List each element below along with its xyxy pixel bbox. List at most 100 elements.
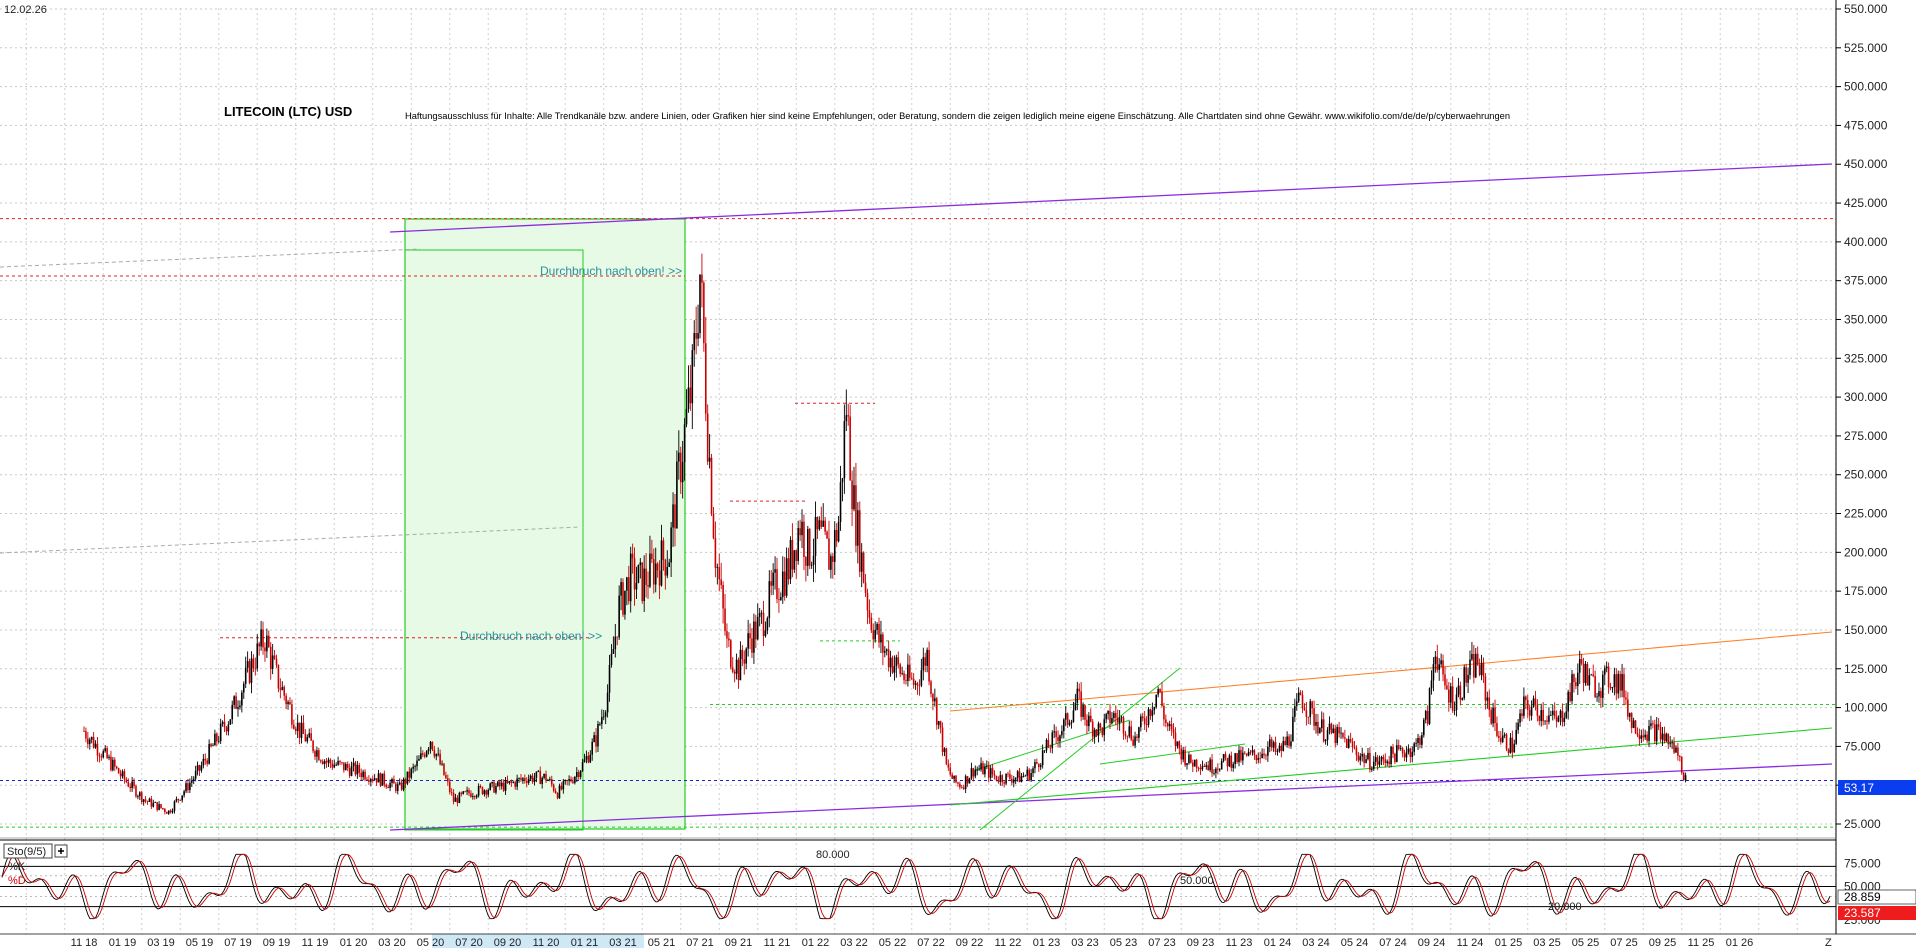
price-candle [589, 754, 592, 763]
y-tick-label: 500.000 [1844, 80, 1888, 94]
y-tick-label: 175.000 [1844, 584, 1888, 598]
x-tick-label: 03 24 [1302, 937, 1330, 948]
y-tick-label: 125.000 [1844, 662, 1888, 676]
price-candle [1505, 734, 1508, 750]
price-candle [695, 332, 697, 339]
price-candle [824, 520, 826, 532]
price-candle [198, 765, 201, 771]
price-candle [414, 766, 416, 768]
plus-icon[interactable] [54, 844, 68, 858]
price-candle [1679, 755, 1681, 757]
price-candle [252, 658, 255, 669]
price-candle [364, 771, 366, 780]
price-candle [1155, 694, 1158, 707]
price-candle [1413, 743, 1415, 752]
price-candle [1165, 719, 1167, 724]
price-candle [1415, 742, 1417, 744]
price-candle [1126, 735, 1129, 737]
price-candle [131, 781, 133, 789]
stoch-axis-label: 75.000 [1844, 856, 1881, 870]
price-candle [241, 692, 243, 706]
price-candle [691, 350, 694, 404]
price-candle [217, 741, 220, 742]
price-candle [970, 768, 973, 779]
price-candle [1284, 740, 1286, 746]
price-candle [774, 569, 776, 573]
price-candle [539, 770, 542, 785]
price-candle [1222, 754, 1225, 762]
price-candle [976, 769, 978, 771]
indicator-label-box[interactable] [3, 843, 53, 859]
last-price-badge [1838, 780, 1916, 795]
price-candle [687, 387, 690, 409]
price-candle [801, 521, 803, 536]
price-candle [549, 779, 551, 781]
price-candle [273, 655, 276, 659]
price-candle [624, 590, 626, 615]
price-candle [1153, 706, 1156, 711]
price-candle [791, 539, 794, 570]
price-candle [968, 778, 971, 784]
price-candle [402, 779, 405, 790]
price-candle [154, 802, 157, 803]
price-candle [191, 780, 193, 783]
price-candle [1682, 772, 1685, 781]
price-candle [1120, 717, 1123, 719]
price-candle [285, 695, 287, 705]
price-candle [1592, 674, 1594, 677]
price-candle [254, 668, 257, 670]
price-candle [356, 764, 359, 775]
price-candle [429, 741, 432, 749]
price-candle [431, 741, 434, 750]
price-candle [1563, 717, 1566, 722]
price-candle [196, 765, 199, 771]
price-candle [770, 581, 773, 586]
price-candle [1274, 742, 1277, 752]
price-candle [1170, 724, 1173, 730]
price-candle [662, 540, 665, 560]
price-candle [233, 696, 235, 705]
price-candle [781, 571, 784, 598]
price-candle [1201, 766, 1204, 770]
y-tick-label: 150.000 [1844, 623, 1888, 637]
price-candle [645, 568, 647, 586]
price-candle [978, 769, 980, 771]
price-candle [500, 782, 503, 787]
price-candle [878, 624, 880, 643]
price-candle [785, 558, 788, 596]
price-candle [833, 530, 836, 562]
price-candle [647, 585, 649, 587]
price-candle [1484, 676, 1487, 701]
price-candle [714, 538, 717, 568]
price-candle [1217, 768, 1219, 770]
x-tick-label: 01 20 [340, 937, 368, 948]
y-tick-label: 250.000 [1844, 468, 1888, 482]
price-candle [1257, 757, 1260, 761]
price-candle [522, 778, 524, 780]
y-tick-label: 275.000 [1844, 429, 1888, 443]
price-candle [346, 764, 349, 769]
price-candle [1359, 756, 1362, 761]
price-candle [905, 680, 907, 682]
x-tick-label: 07 21 [686, 937, 714, 948]
price-candle [1053, 731, 1055, 733]
price-candle [718, 567, 721, 580]
price-candle [574, 776, 576, 783]
price-candle [974, 769, 977, 777]
price-candle [98, 755, 101, 757]
price-candle [1600, 691, 1602, 698]
price-candle [1068, 723, 1071, 725]
price-candle [140, 792, 143, 803]
price-candle [366, 779, 368, 781]
price-candle [1488, 697, 1491, 710]
x-tick-label: 05 24 [1341, 937, 1369, 948]
price-candle [1467, 674, 1469, 683]
x-tick-label: 03 21 [609, 937, 637, 948]
price-candle [1115, 713, 1117, 718]
x-tick-label: 05 25 [1572, 937, 1600, 948]
price-candle [1434, 656, 1437, 665]
price-candle [1349, 739, 1352, 742]
price-candle [483, 790, 486, 795]
